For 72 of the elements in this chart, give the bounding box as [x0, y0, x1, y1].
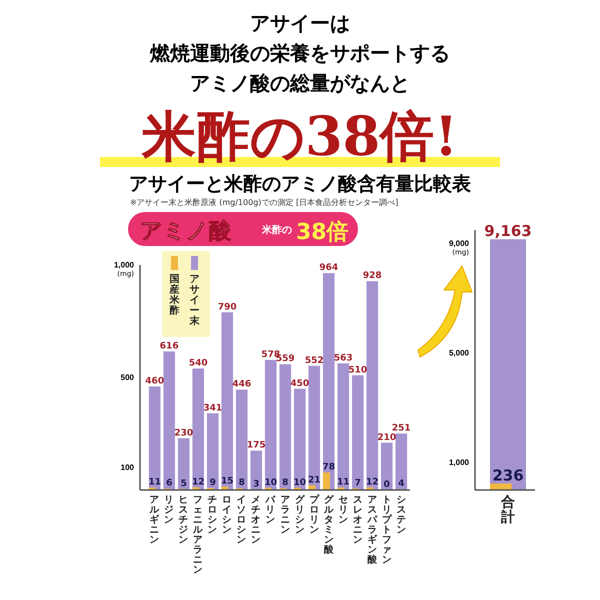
data-label: 9,163	[484, 222, 532, 240]
x-tick-label: リジン	[164, 494, 174, 526]
data-label: 12	[366, 477, 379, 488]
text: 米酢の38倍!	[141, 104, 458, 168]
x-tick-label: スレオニン	[352, 494, 363, 546]
data-label: 8	[282, 478, 288, 488]
data-label: 5	[180, 478, 187, 489]
text: アミノ酸の総量がなんと	[190, 71, 410, 95]
data-label: 6	[166, 478, 172, 489]
data-label: 10	[293, 478, 306, 488]
legend-label: アサイー末	[188, 274, 200, 327]
x-tick-label: 合計	[500, 494, 515, 526]
text: 38倍	[296, 220, 349, 245]
data-label: 10	[264, 478, 278, 488]
data-label: 230	[174, 428, 194, 438]
data-label: 616	[160, 341, 179, 352]
data-label: 460	[145, 376, 164, 386]
x-tick-label: フェニルアラニン	[192, 494, 204, 576]
data-label: 0	[384, 480, 390, 490]
text: 米酢の	[261, 224, 292, 236]
x-tick-label: イソロシン	[236, 494, 247, 546]
x-tick-label: ヒスチジン	[178, 494, 189, 546]
x-tick-label: グリシン	[294, 494, 306, 536]
x-tick-label: アスパラギン酸	[366, 494, 378, 566]
data-label: 175	[246, 440, 266, 451]
data-label: 928	[362, 271, 382, 282]
data-label: 790	[218, 302, 237, 312]
x-tick-label: バリン	[264, 494, 277, 526]
x-tick-label: アラニン	[280, 494, 290, 536]
data-label: 552	[304, 356, 324, 366]
data-label: 12	[192, 477, 204, 488]
data-label: 210	[377, 432, 396, 443]
data-label: 7	[354, 478, 361, 488]
y-tick-label: 1,000	[114, 260, 135, 270]
x-tick-label: アルギニン	[148, 494, 161, 546]
data-label: 15	[220, 476, 234, 487]
y-tick-label: 100	[120, 463, 135, 472]
data-label: 251	[392, 424, 411, 434]
x-tick-label: トリプトファン	[382, 494, 393, 566]
x-tick-label: セリン	[338, 494, 348, 526]
data-label: 510	[348, 365, 368, 376]
text: アミノ酸	[140, 219, 232, 244]
x-tick-label: システン	[396, 494, 406, 536]
x-tick-label: プロリン	[309, 494, 320, 536]
y-tick-label: 1,000	[448, 458, 470, 468]
data-label: 11	[148, 478, 161, 488]
data-label: 8	[238, 478, 245, 488]
data-label: 964	[319, 263, 338, 274]
data-label: 341	[203, 403, 222, 414]
data-label: 563	[334, 353, 353, 364]
data-label: 450	[290, 378, 310, 389]
y-tick-label: 9,000	[448, 239, 470, 248]
y-tick-label: 5,000	[448, 348, 470, 358]
text: アサイーは	[250, 11, 350, 35]
x-tick-label: チロシン	[208, 494, 218, 536]
data-label: 3	[253, 479, 260, 490]
data-label: 540	[188, 358, 208, 368]
data-label: 9	[210, 478, 216, 488]
data-label: 78	[322, 462, 336, 472]
x-tick-label: ロイシン	[222, 494, 232, 536]
data-label: 236	[492, 466, 524, 485]
chart-title: アサイーと米酢のアミノ酸含有量比較表	[129, 173, 472, 195]
y-tick-label: 500	[120, 373, 135, 382]
data-label: 446	[232, 380, 252, 390]
data-label: 4	[398, 479, 404, 490]
data-label: 11	[337, 478, 350, 488]
x-tick-label: グルタミン酸	[322, 494, 335, 556]
text: 燃焼運動後の栄養をサポートする	[149, 41, 450, 65]
chart-subtitle: ※アサイー末と米酢原液 (mg/100g)での測定 [日本食品分析センター調べ]	[130, 198, 398, 207]
legend-label: 国産米酢	[168, 274, 180, 316]
x-tick-label: メチオニン	[251, 494, 262, 546]
data-label: 21	[308, 475, 321, 486]
